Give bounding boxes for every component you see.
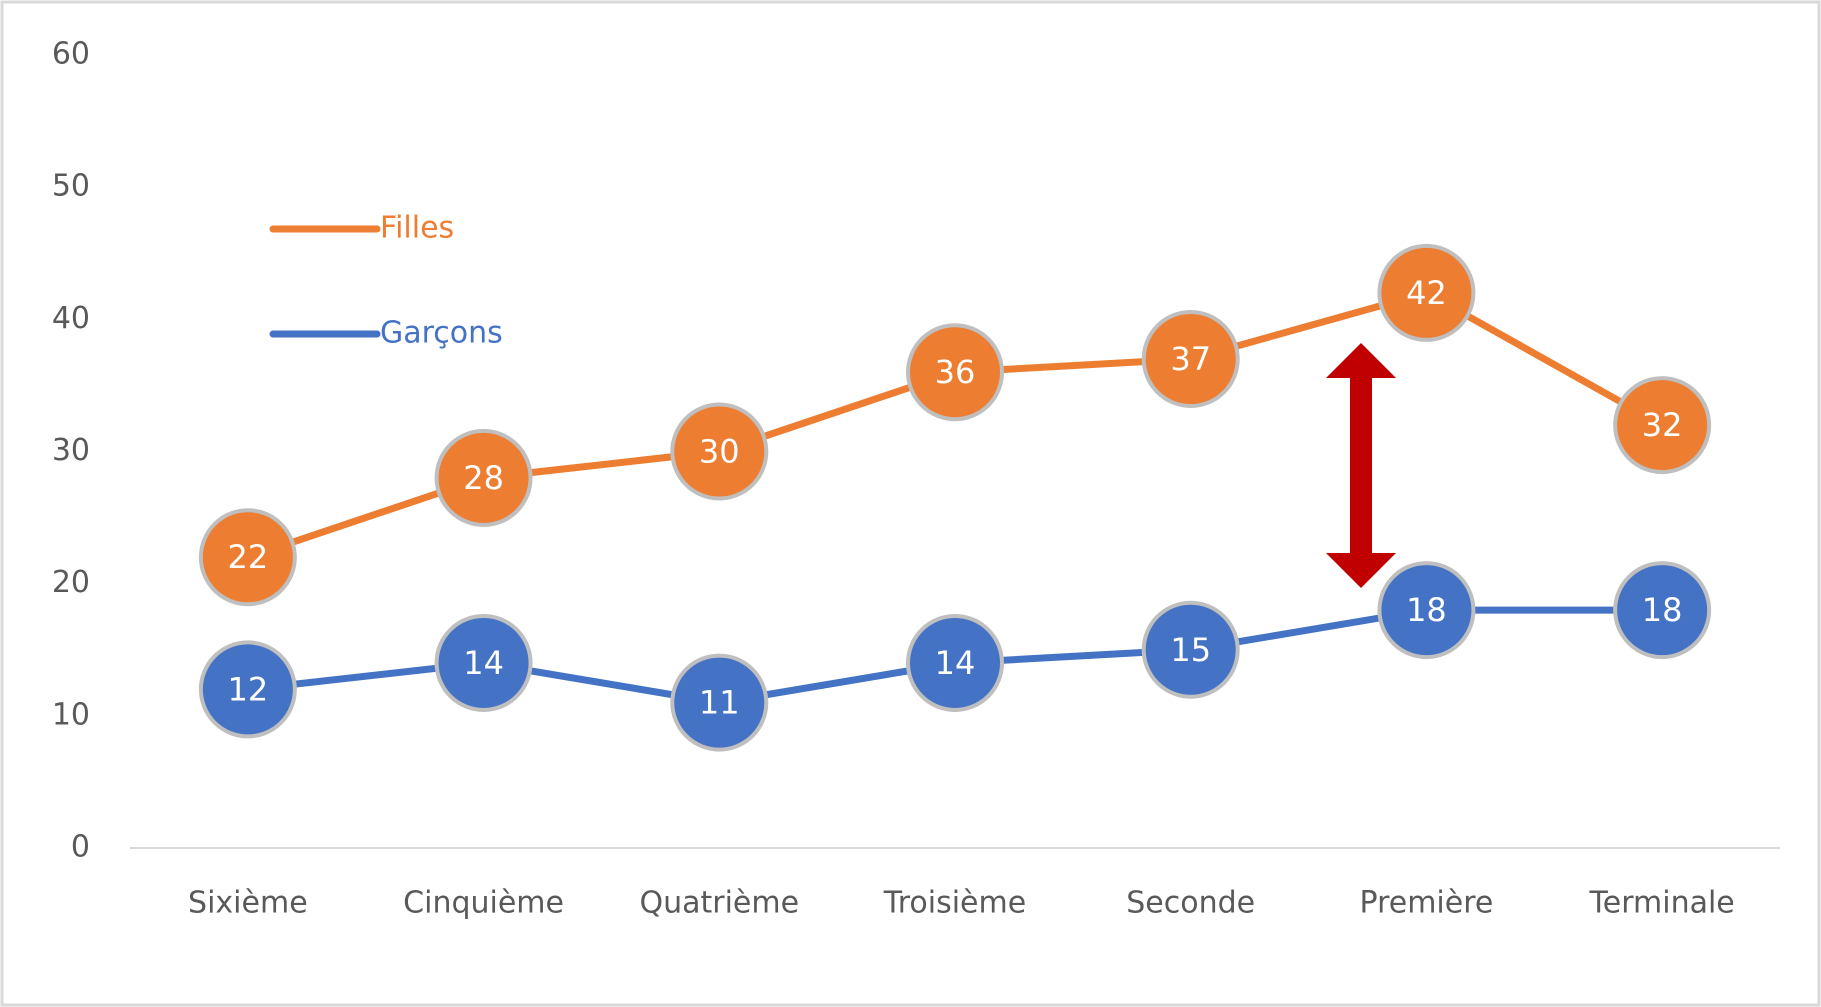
marker xyxy=(1377,243,1476,342)
x-tick-label: Quatrième xyxy=(639,886,799,921)
marker xyxy=(434,428,533,527)
marker xyxy=(1141,309,1240,408)
data-label: 42 xyxy=(1406,274,1447,312)
marker xyxy=(434,613,533,712)
marker xyxy=(1377,561,1476,660)
marker xyxy=(906,323,1004,422)
y-tick-label: 20 xyxy=(52,565,90,600)
data-label: 36 xyxy=(935,353,976,391)
data-label: 18 xyxy=(1642,591,1683,629)
data-label: 32 xyxy=(1642,406,1683,444)
marker xyxy=(198,640,297,739)
x-tick-label: Première xyxy=(1360,886,1494,921)
legend-label: Filles xyxy=(380,211,454,246)
marker xyxy=(1613,561,1712,660)
y-tick-label: 60 xyxy=(52,37,90,72)
x-tick-label: Cinquième xyxy=(403,886,564,921)
legend-label: Garçons xyxy=(380,316,503,351)
x-tick-label: Terminale xyxy=(1589,886,1735,921)
x-tick-label: Troisième xyxy=(883,886,1026,921)
data-label: 11 xyxy=(699,684,740,722)
x-tick-label: Sixième xyxy=(188,886,308,921)
marker xyxy=(1613,376,1712,475)
data-label: 12 xyxy=(227,670,268,708)
gap-arrow xyxy=(1326,343,1396,588)
y-tick-label: 30 xyxy=(52,433,90,468)
marker xyxy=(906,613,1004,712)
double-arrow xyxy=(1326,343,1396,588)
y-tick-label: 40 xyxy=(52,301,90,336)
data-label: 18 xyxy=(1406,591,1447,629)
y-tick-label: 10 xyxy=(52,697,90,732)
marker xyxy=(670,402,769,501)
data-label: 22 xyxy=(227,538,268,576)
data-label: 28 xyxy=(463,459,504,497)
x-tick-label: Seconde xyxy=(1126,886,1255,921)
data-label: 37 xyxy=(1170,340,1211,378)
data-label: 14 xyxy=(463,644,504,682)
data-label: 30 xyxy=(699,433,740,471)
marker xyxy=(670,653,769,752)
y-tick-label: 0 xyxy=(71,830,90,865)
data-label: 14 xyxy=(935,644,976,682)
marker xyxy=(1141,600,1240,699)
data-label: 15 xyxy=(1170,631,1211,669)
y-tick-label: 50 xyxy=(52,169,90,204)
marker xyxy=(198,508,297,607)
